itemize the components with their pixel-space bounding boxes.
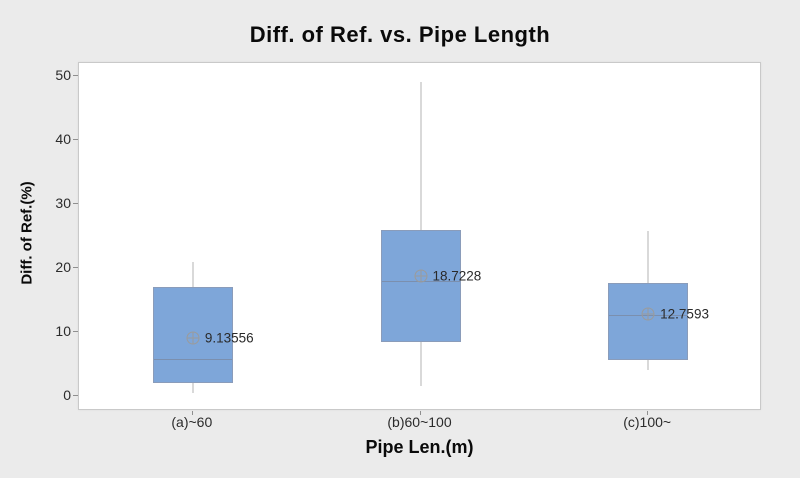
y-tick-mark	[73, 139, 78, 140]
y-tick-label: 10	[55, 323, 71, 339]
mean-value-label: 12.7593	[660, 306, 709, 322]
mean-value-label: 18.7228	[432, 268, 482, 284]
y-tick-label: 20	[55, 259, 71, 275]
y-tick-mark	[73, 331, 78, 332]
box-rect	[380, 229, 461, 342]
chart-title: Diff. of Ref. vs. Pipe Length	[249, 22, 551, 47]
y-axis-title: Diff. of Ref.(%)	[18, 181, 36, 285]
y-tick-label: 50	[55, 67, 71, 83]
y-tick-mark	[73, 203, 78, 204]
mean-marker-icon	[186, 331, 200, 345]
y-tick-mark	[73, 395, 78, 396]
mean-value-label: 9.13556	[204, 330, 254, 346]
y-tick-mark	[73, 267, 78, 268]
x-tick-mark	[647, 411, 649, 415]
y-tick-label: 0	[63, 387, 71, 403]
y-tick-mark	[73, 75, 78, 76]
y-tick-label: 40	[55, 131, 71, 147]
plot-area: 9.13556 18.7228 12.7593	[78, 62, 761, 410]
mean-marker-icon	[414, 269, 427, 283]
x-axis-title: Pipe Len.(m)	[365, 437, 474, 457]
x-category-label: (b)60~100	[387, 414, 452, 430]
x-tick-mark	[419, 411, 421, 415]
mean-marker-icon	[641, 307, 655, 321]
x-tick-mark	[191, 411, 193, 415]
y-tick-label: 30	[55, 195, 71, 211]
x-category-label: (c)100~	[623, 414, 672, 430]
box-rect	[608, 283, 689, 361]
median-line	[153, 358, 232, 360]
x-category-label: (a)~60	[171, 414, 213, 430]
